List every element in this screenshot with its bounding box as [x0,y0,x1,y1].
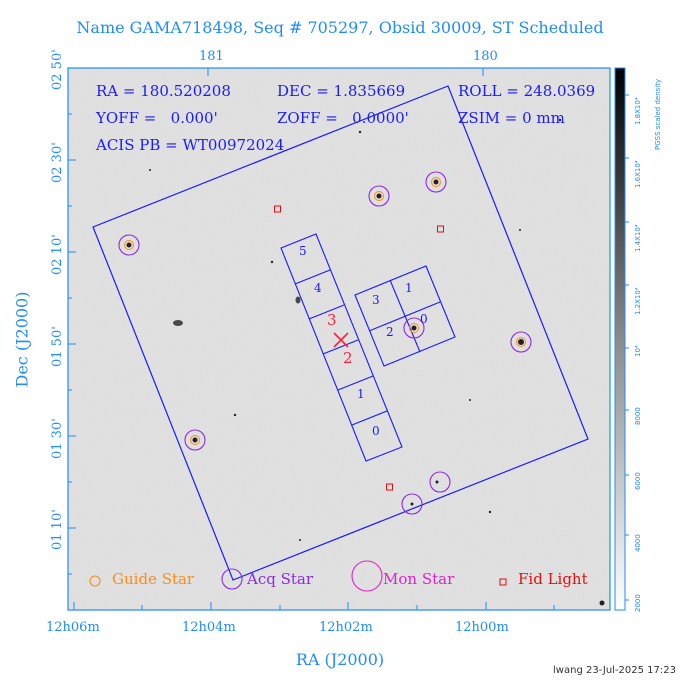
aimpoint-cross-icon [333,332,349,348]
footer-credit: lwang 23-Jul-2025 17:23 [553,665,676,676]
ccd-label: 3 [372,293,380,307]
info-dec: DEC = 1.835669 [277,82,406,100]
guide-star-markers [124,177,526,445]
legend-mon-star-icon [351,560,383,592]
acis-s-chips [280,233,403,462]
y-axis-label: Dec (J2000) [12,291,32,388]
info-zoff: ZOFF = 0.0000' [277,109,409,127]
info-ra: RA = 180.520208 [96,82,231,100]
dec-tick-label: 01 50' [50,326,65,367]
acis-i-chips [354,265,456,367]
colorbar-ticks [625,94,629,601]
ccd-label: 5 [299,244,307,258]
ccd-label: 4 [314,281,322,295]
colorbar-tick-label: 6000 [634,472,642,490]
colorbar-tick-label: 4000 [634,534,642,552]
legend-fid-light-icon [499,578,507,586]
legend-acq-star: Acq Star [247,570,314,588]
dec-tick-label: 01 30' [50,418,65,459]
legend-guide-star: Guide Star [112,570,195,588]
background-sources [126,118,605,606]
info-roll: ROLL = 248.0369 [458,82,596,100]
top-tick-label: 181 [199,49,224,64]
ccd-label: 0 [420,312,428,326]
colorbar-gradient [615,68,625,610]
ra-tick-label: 12h06m [46,620,100,635]
ra-tick-label: 12h00m [455,620,509,635]
legend-mon-star: Mon Star [383,570,455,588]
top-tick-label: 180 [473,49,498,64]
dec-tick-label: 02 30' [50,142,65,183]
ccd-label: 1 [405,281,413,295]
dec-tick-label: 02 10' [50,234,65,275]
colorbar-tick-label: 8000 [634,407,642,425]
axis-ticks [68,67,555,610]
colorbar-tick-label: 1.2X10⁴ [634,287,642,315]
ccd-label: 2 [386,325,394,339]
colorbar-tick-label: 10⁴ [634,345,642,357]
field-of-view-box [92,85,589,581]
acq-star-markers [118,171,532,515]
plot-frame [67,67,611,611]
info-zsim: ZSIM = 0 mm [458,109,565,127]
chart-title: Name GAMA718498, Seq # 705297, Obsid 300… [76,18,604,37]
aimpoint-label: 2 [343,349,353,367]
ccd-label: 0 [372,424,380,438]
ra-tick-label: 12h04m [182,620,236,635]
legend-acq-star-icon [221,568,243,590]
legend-fid-light: Fid Light [518,570,588,588]
colorbar-tick-label: 1.8X10⁴ [634,97,642,125]
dec-tick-label: 02 50' [50,49,65,90]
info-acis-pb: ACIS PB = WT00972024 [96,136,285,154]
colorbar-label: PGSS scaled density [654,78,662,150]
colorbar-tick-label: 1.4X10⁴ [634,224,642,252]
dec-tick-label: 01 10' [50,509,65,550]
fid-light-markers [274,205,444,491]
colorbar-frame [614,67,626,611]
aimpoint-label: 3 [327,311,337,329]
colorbar-tick-label: 2000 [634,594,642,612]
legend-guide-star-icon [89,575,101,587]
ccd-label: 1 [357,387,365,401]
info-yoff: YOFF = 0.000' [96,109,218,127]
colorbar-tick-label: 1.6X10⁴ [634,160,642,188]
x-axis-label: RA (J2000) [295,650,385,669]
ra-tick-label: 12h02m [319,620,373,635]
